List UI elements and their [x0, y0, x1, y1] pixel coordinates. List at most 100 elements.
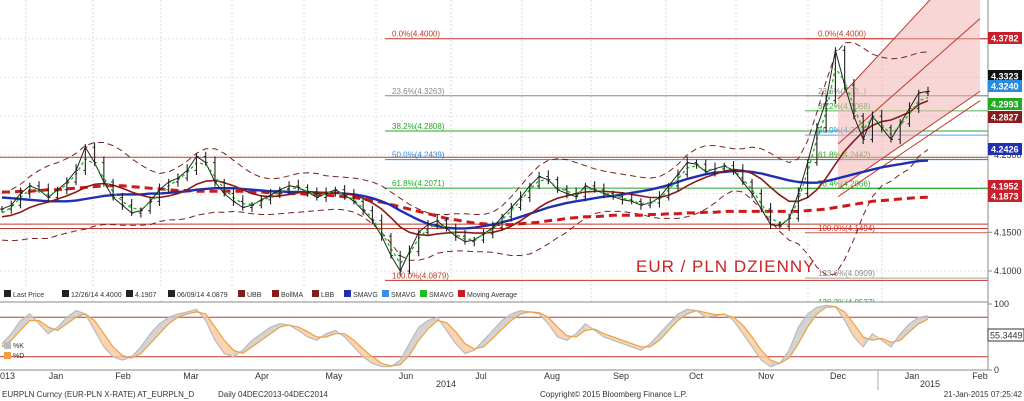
footer-security: EURPLN Curncy (EUR-PLN X-RATE) AT_EURPLN… [2, 390, 194, 399]
legend-swatch [62, 290, 69, 297]
osc-fill [353, 340, 364, 357]
osc-fill [261, 327, 271, 341]
legend-label: UBB [247, 292, 262, 299]
osc-fill [770, 360, 780, 367]
channel-upper-line [837, 0, 931, 100]
osc-legend-swatch [4, 342, 11, 349]
osc-fill [307, 331, 317, 341]
x-tick-label-edge: 013 [0, 371, 15, 381]
osc-fill [76, 310, 86, 318]
osc-fill [372, 356, 382, 367]
legend-label: 06/09/14 4.0879 [177, 292, 228, 299]
fib-left-label: 38.2%(4.2808) [392, 122, 445, 131]
fib-left-label: 100.0%(4.0879) [392, 271, 449, 280]
price-tag-label: 4.2827 [991, 113, 1019, 123]
legend-label: SMAVG [429, 292, 454, 299]
legend-swatch [126, 290, 133, 297]
osc-tag-label: 55.3449 [990, 331, 1023, 341]
x-tick-label: Sep [613, 371, 629, 381]
footer-period: Daily 04DEC2013-04DEC2014 [218, 390, 328, 399]
x-tick-label: Jun [399, 371, 414, 381]
x-tick-label: Oct [689, 371, 704, 381]
osc-fill [742, 325, 753, 347]
osc-fill [298, 327, 308, 337]
fib-right-label: 138.2%(4.0537) [818, 298, 875, 307]
x-tick-label: Apr [255, 371, 269, 381]
chart-title: EUR / PLN DZIENNY [636, 257, 815, 276]
legend-swatch [344, 290, 351, 297]
price-tag-box [988, 98, 1022, 110]
price-tag-box [988, 32, 1022, 44]
osc-fill [677, 309, 688, 321]
osc-fill [789, 327, 799, 359]
legend-label: BollMA [281, 292, 304, 299]
osc-fill [233, 350, 243, 357]
osc-fill [252, 333, 262, 347]
x-tick-label: Jan [905, 371, 920, 381]
osc-fill [94, 320, 104, 347]
fib-left-label: 61.8%(4.2071) [392, 179, 445, 188]
osc-fill [66, 310, 77, 324]
osc-fill [659, 323, 669, 341]
legend-swatch [312, 290, 319, 297]
price-tag-box [988, 70, 1022, 82]
price-tag-box [988, 143, 1022, 155]
legend-swatch [272, 290, 279, 297]
fib-left-label: 50.0%(4.2439) [392, 151, 445, 160]
osc-fill [548, 317, 558, 337]
osc-fill [844, 311, 854, 337]
osc-fill [11, 320, 21, 341]
price-tag-box [988, 180, 1022, 192]
price-tag-label: 4.3240 [991, 82, 1019, 92]
price-tag-box [988, 80, 1022, 92]
legend-label: 4.1907 [135, 292, 157, 299]
osc-fill [270, 323, 280, 334]
series-ubb [1, 42, 929, 215]
legend-label: SMAVG [391, 292, 416, 299]
osc-legend-label: %D [13, 353, 24, 360]
x-tick-label: Jan [49, 371, 64, 381]
fib-right-label: 123.6%(4.0909) [818, 269, 875, 278]
osc-fill [48, 327, 58, 334]
year-label: 2014 [436, 379, 456, 389]
osc-fill [557, 327, 567, 341]
legend-swatch [382, 290, 389, 297]
x-tick-label: May [325, 371, 343, 381]
price-tag-label: 4.3782 [991, 34, 1019, 44]
osc-fill [613, 337, 623, 344]
osc-fill [224, 340, 234, 357]
fib-right-label: 23.6%(4.33..) [818, 87, 866, 96]
year-label: 2015 [920, 379, 940, 389]
channel-mid-line [837, 18, 981, 145]
x-tick-label: Nov [758, 371, 775, 381]
legend-label: Last Price [13, 292, 44, 299]
price-series [0, 42, 930, 276]
legend-label: Moving Average [467, 292, 517, 299]
footer-timestamp: 21-Jan-2015 07:25:42 [944, 390, 1023, 399]
y-tick-label: 4.1500 [994, 227, 1022, 237]
trend-channel-fill [838, 0, 980, 189]
price-tag-box [988, 190, 1022, 202]
osc-fill [363, 348, 373, 364]
osc-fill [918, 315, 928, 324]
osc-tag-box [987, 328, 1024, 342]
osc-fill [752, 337, 762, 361]
legend-swatch [420, 290, 427, 297]
osc-fill [326, 330, 336, 337]
osc-fill [205, 313, 215, 341]
fib-left-label: 23.6%(4.3263) [392, 87, 445, 96]
osc-fill [502, 313, 512, 330]
osc-fill [140, 333, 151, 354]
legend-swatch [238, 290, 245, 297]
osc-fill [113, 346, 123, 361]
legend-label: 12/26/14 4.4000 [71, 292, 122, 299]
osc-fill [20, 313, 30, 331]
channel-support-line [837, 100, 981, 198]
osc-fill [761, 350, 771, 367]
x-tick-label: Dec [830, 371, 847, 381]
price-tag-label: 4.2993 [991, 100, 1019, 110]
price-tag-box [988, 111, 1022, 123]
osc-fill [159, 317, 169, 334]
